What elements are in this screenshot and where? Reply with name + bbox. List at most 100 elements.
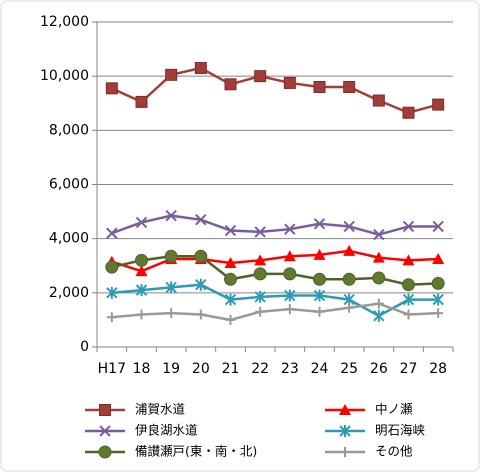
marker — [402, 106, 415, 119]
marker — [224, 257, 237, 269]
marker — [402, 278, 415, 292]
marker — [313, 248, 326, 260]
marker — [313, 81, 326, 93]
legend-label: 備讃瀬戸(東・南・北) — [135, 444, 257, 459]
marker — [165, 281, 177, 294]
marker — [344, 302, 355, 313]
x-tick-label: 18 — [133, 361, 151, 377]
marker — [254, 290, 266, 303]
marker — [135, 284, 148, 297]
legend-label: 中ノ瀬 — [375, 402, 413, 417]
marker — [313, 218, 326, 230]
x-tick-label: H17 — [98, 361, 126, 377]
marker — [343, 220, 355, 233]
marker — [283, 250, 296, 262]
series-line — [111, 249, 439, 273]
marker — [106, 312, 117, 323]
marker — [254, 70, 267, 83]
y-tick-label: 10,000 — [40, 68, 89, 84]
marker — [135, 216, 148, 229]
marker — [253, 267, 267, 281]
legend-label: 伊良湖水道 — [135, 423, 198, 438]
marker — [105, 82, 118, 95]
marker — [165, 209, 177, 222]
marker — [403, 309, 414, 320]
x-tick-label: 28 — [429, 361, 447, 377]
legend-label: 浦賀水道 — [135, 402, 186, 417]
marker — [402, 220, 415, 233]
marker — [284, 223, 296, 235]
marker — [224, 293, 237, 306]
y-tick-label: 4,000 — [49, 231, 89, 247]
marker — [106, 227, 118, 239]
marker — [254, 254, 267, 266]
marker — [402, 293, 415, 306]
marker — [284, 289, 296, 302]
legend-label: 明石海峡 — [375, 423, 426, 438]
marker — [339, 425, 351, 437]
x-tick-label: 27 — [400, 361, 418, 377]
marker — [283, 76, 296, 89]
x-tick-label: 19 — [162, 361, 180, 377]
x-tick-label: 26 — [370, 361, 388, 377]
marker — [195, 278, 207, 291]
marker — [224, 272, 237, 286]
x-tick-label: 21 — [222, 361, 240, 377]
marker — [372, 94, 385, 107]
marker — [99, 425, 111, 437]
marker — [164, 249, 178, 263]
y-tick-label: 2,000 — [49, 285, 89, 301]
marker — [340, 447, 350, 457]
marker — [106, 286, 118, 299]
marker — [254, 226, 266, 238]
marker — [373, 228, 385, 241]
marker — [373, 309, 385, 322]
marker — [98, 445, 112, 459]
marker — [195, 309, 206, 320]
marker — [255, 306, 266, 317]
marker — [225, 314, 236, 325]
marker — [105, 260, 119, 274]
marker — [433, 308, 444, 319]
marker — [135, 265, 148, 277]
marker — [431, 276, 445, 290]
marker — [432, 98, 445, 111]
marker — [339, 404, 351, 415]
marker — [314, 306, 325, 317]
marker — [195, 214, 207, 226]
legend-label: その他 — [375, 444, 413, 459]
marker — [313, 272, 326, 286]
marker — [135, 95, 148, 108]
x-tick-label: 20 — [192, 361, 210, 377]
series-line — [111, 214, 439, 236]
marker — [343, 244, 356, 256]
marker — [165, 68, 178, 81]
marker — [343, 81, 356, 93]
y-tick-label: 0 — [80, 339, 89, 355]
marker — [432, 252, 445, 264]
x-tick-label: 24 — [311, 361, 329, 377]
y-tick-label: 12,000 — [40, 14, 89, 30]
y-tick-label: 6,000 — [49, 177, 89, 193]
marker — [372, 251, 385, 263]
x-tick-label: 25 — [340, 361, 358, 377]
marker — [99, 404, 111, 416]
marker — [283, 267, 297, 281]
marker — [432, 293, 444, 306]
marker — [313, 289, 326, 302]
marker — [194, 249, 208, 263]
x-tick-label: 22 — [251, 361, 269, 377]
marker — [194, 62, 207, 75]
marker — [224, 78, 237, 91]
y-tick-label: 8,000 — [49, 122, 89, 138]
marker — [224, 224, 237, 237]
marker — [284, 304, 295, 315]
marker — [342, 272, 356, 286]
marker — [372, 271, 386, 285]
marker — [136, 309, 147, 320]
marker — [135, 253, 148, 267]
marker — [432, 220, 444, 233]
